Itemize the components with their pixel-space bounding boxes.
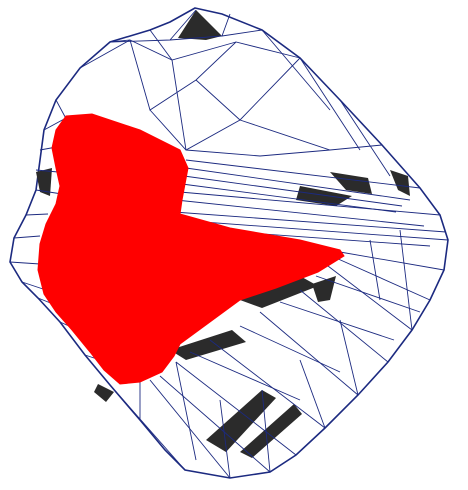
shadow-facet-right-4 xyxy=(312,276,336,302)
shadow-facet-low-left xyxy=(94,384,114,402)
shadow-facet-mid-3 xyxy=(170,330,246,360)
shadow-facet-left xyxy=(36,168,52,196)
wireframe-edges xyxy=(9,9,449,479)
shadow-facet-right-1 xyxy=(330,172,372,194)
selected-region[interactable] xyxy=(37,113,345,385)
shadow-facet-bottom-2 xyxy=(240,404,302,458)
shadow-facet-top xyxy=(178,10,222,40)
shadow-facet-bottom-1 xyxy=(206,390,276,452)
shadow-facet-right-2 xyxy=(390,170,410,196)
shadow-facets xyxy=(36,10,410,458)
shadow-facet-mid-2 xyxy=(240,276,318,308)
